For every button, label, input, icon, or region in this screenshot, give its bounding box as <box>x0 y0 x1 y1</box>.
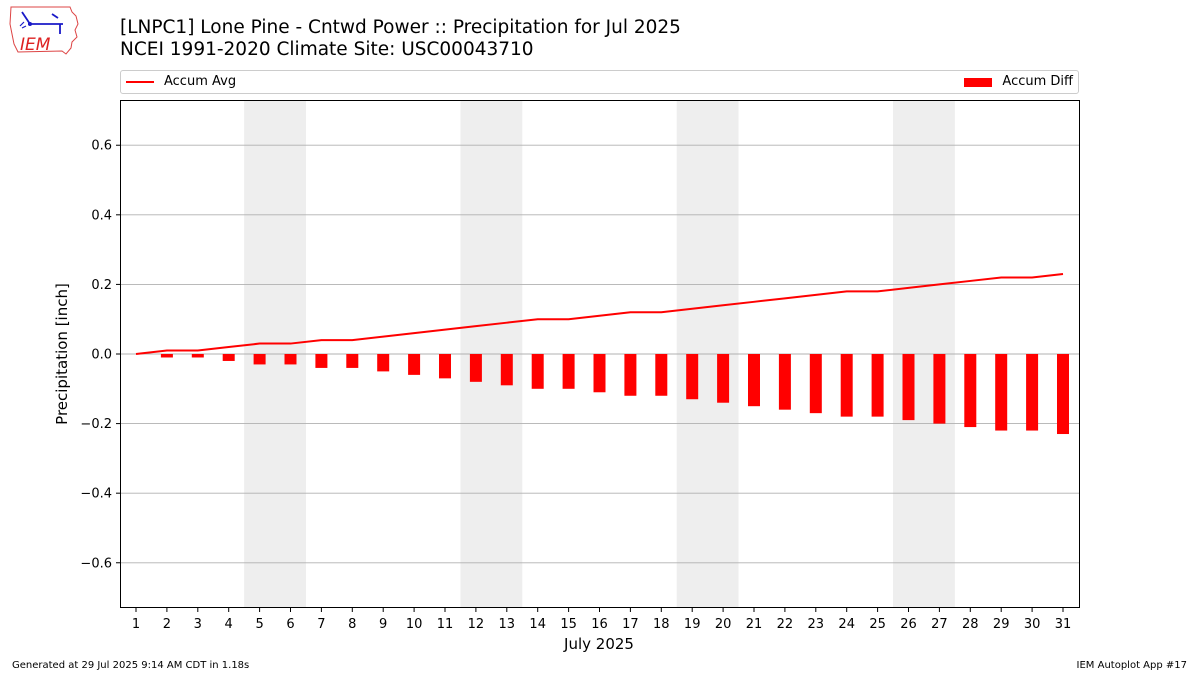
bar <box>717 354 730 403</box>
logo-text: IEM <box>20 35 51 55</box>
x-tick-label: 3 <box>194 617 202 632</box>
bar <box>160 354 173 358</box>
x-tick-label: 25 <box>869 617 886 632</box>
bar <box>748 354 760 407</box>
bar <box>222 354 235 361</box>
bar <box>253 354 266 365</box>
x-tick-label: 1 <box>132 617 140 632</box>
x-tick-label: 7 <box>317 617 325 632</box>
x-tick-label: 30 <box>1024 617 1041 632</box>
bar <box>809 354 822 414</box>
bar <box>439 354 451 379</box>
x-tick-label: 23 <box>808 617 825 632</box>
x-tick-label: 8 <box>348 617 356 632</box>
x-tick-label: 27 <box>931 617 948 632</box>
bar <box>315 354 328 368</box>
chart-title-line1: [LNPC1] Lone Pine - Cntwd Power :: Preci… <box>120 17 681 38</box>
plot-frame <box>120 100 1080 608</box>
bar <box>408 354 421 375</box>
chart-legend: Accum Avg Accum Diff <box>120 70 1079 94</box>
x-tick-label: 17 <box>622 617 639 632</box>
x-axis-label: July 2025 <box>563 635 634 653</box>
y-tick-label: 0.2 <box>91 278 112 293</box>
x-tick-label: 14 <box>529 617 546 632</box>
x-tick-label: 28 <box>962 617 979 632</box>
y-axis: −0.6 −0.4 −0.2 0.0 0.2 0.4 0.6 <box>80 139 120 571</box>
x-tick-label: 4 <box>225 617 233 632</box>
chart-title-line2: NCEI 1991-2020 Climate Site: USC00043710 <box>120 39 534 60</box>
bar <box>284 354 297 365</box>
x-tick-label: 6 <box>286 617 294 632</box>
bar <box>500 354 513 386</box>
x-tick-label: 31 <box>1055 617 1072 632</box>
x-tick-label: 18 <box>653 617 670 632</box>
x-tick-label: 9 <box>379 617 387 632</box>
bar <box>593 354 606 393</box>
x-tick-label: 21 <box>746 617 763 632</box>
bar <box>1057 354 1069 435</box>
legend-label-accum-diff: Accum Diff <box>1002 74 1073 89</box>
iowa-map-icon: IEM <box>9 6 79 55</box>
bar <box>377 354 390 372</box>
bar <box>778 354 791 410</box>
bar <box>964 354 977 428</box>
legend-item-accum-diff: Accum Diff <box>964 74 1073 90</box>
bar <box>531 354 544 389</box>
legend-bar-swatch <box>964 77 993 87</box>
bar <box>933 354 946 424</box>
bar <box>902 354 915 421</box>
x-tick-label: 24 <box>838 617 855 632</box>
x-tick-label: 20 <box>715 617 732 632</box>
x-tick-label: 16 <box>591 617 608 632</box>
y-tick-label: 0.4 <box>91 208 112 223</box>
y-tick-label: −0.4 <box>80 487 112 502</box>
x-tick-label: 29 <box>993 617 1010 632</box>
x-tick-label: 2 <box>163 617 171 632</box>
x-tick-label: 13 <box>499 617 516 632</box>
bar <box>871 354 884 417</box>
y-tick-label: −0.6 <box>80 556 112 571</box>
x-tick-label: 15 <box>560 617 577 632</box>
legend-label-accum-avg: Accum Avg <box>164 74 237 89</box>
x-tick-label: 22 <box>777 617 794 632</box>
bar <box>1026 354 1039 431</box>
y-axis-label: Precipitation [inch] <box>53 283 71 425</box>
x-tick-label: 19 <box>684 617 701 632</box>
bar <box>995 354 1008 431</box>
legend-item-accum-avg: Accum Avg <box>126 74 236 90</box>
generated-timestamp: Generated at 29 Jul 2025 9:14 AM CDT in … <box>12 660 250 671</box>
x-tick-label: 26 <box>900 617 917 632</box>
app-id: IEM Autoplot App #17 <box>1076 660 1187 671</box>
x-tick-label: 12 <box>468 617 485 632</box>
bar <box>840 354 853 417</box>
chart-title: [LNPC1] Lone Pine - Cntwd Power :: Preci… <box>120 17 681 61</box>
x-axis: 1 2 3 4 5 6 7 8 9 10 11 12 13 14 15 16 17 18 19 20 21 22 23 24 2… <box>132 608 1071 632</box>
accum-avg-line-group <box>135 272 1064 355</box>
bar <box>686 354 699 400</box>
bar <box>469 354 482 382</box>
x-tick-label: 5 <box>255 617 263 632</box>
iem-logo: IEM <box>8 4 82 60</box>
bar <box>655 354 668 396</box>
legend-line-swatch <box>126 81 154 83</box>
x-tick-label: 10 <box>406 617 423 632</box>
y-tick-label: 0.6 <box>91 139 112 154</box>
bar <box>624 354 637 396</box>
y-tick-label: 0.0 <box>91 348 112 363</box>
x-tick-label: 11 <box>437 617 454 632</box>
accum-diff-bars <box>160 354 1069 435</box>
accum-avg-line <box>135 272 1064 355</box>
y-tick-label: −0.2 <box>80 417 112 432</box>
bar <box>191 354 204 358</box>
bar <box>562 354 575 389</box>
bar <box>346 354 359 368</box>
